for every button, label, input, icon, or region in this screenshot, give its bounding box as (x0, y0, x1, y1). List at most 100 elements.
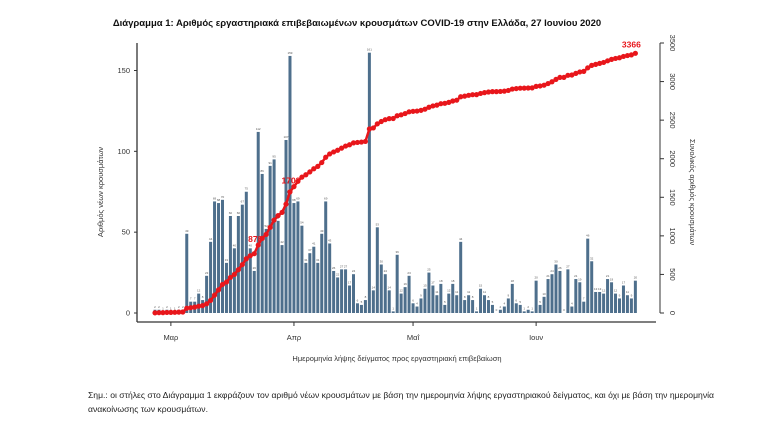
bar (558, 270, 562, 313)
bar (463, 300, 467, 313)
bar-value-label: 69 (213, 196, 217, 200)
bar (483, 295, 487, 313)
bar-value-label: 6 (412, 298, 414, 302)
cumulative-point (493, 89, 500, 95)
axes-group: 0501001500500100015002000250030003500Μαρ… (117, 35, 677, 342)
cumulative-point (243, 256, 249, 262)
bar (399, 293, 403, 313)
bar-value-label: 2 (158, 305, 160, 309)
bar (316, 262, 320, 313)
bar-value-label: 12 (447, 289, 451, 293)
cumulative-point (616, 55, 623, 61)
bar-value-label: 1 (162, 306, 164, 310)
bar-value-label: 68 (217, 198, 221, 202)
bar-value-label: 112 (256, 127, 261, 131)
cumulative-point (207, 297, 214, 304)
bar-value-label: 5 (361, 300, 363, 304)
cumulative-point (577, 69, 583, 75)
cumulative-point (335, 147, 341, 153)
cumulative-point (378, 118, 384, 125)
bar (522, 311, 526, 313)
cumulative-point (485, 89, 492, 95)
bar (502, 306, 506, 313)
bar (459, 241, 463, 313)
cumulative-point (557, 74, 563, 81)
cumulative-point (370, 125, 376, 131)
y-tick-label: 0 (126, 309, 130, 318)
x-tick-label: Ιουν (529, 333, 543, 342)
cumulative-point (267, 224, 273, 230)
bar (594, 291, 598, 313)
y-tick-label: 100 (117, 147, 130, 156)
cumulative-point (593, 61, 599, 67)
bar (407, 275, 411, 313)
cumulative-point (200, 302, 206, 309)
cumulative-point (537, 83, 543, 89)
bar (355, 303, 359, 313)
x-tick-label: Απρ (287, 333, 301, 342)
bar (228, 215, 232, 313)
bar-value-label: 69 (296, 196, 300, 200)
bar-value-label: 7 (194, 297, 196, 301)
bar (546, 279, 550, 313)
bar-value-label: 26 (558, 266, 562, 270)
cumulative-annotation: 1703 (281, 176, 300, 186)
cumulative-point (160, 310, 166, 316)
bar (348, 285, 352, 313)
cumulative-point (152, 310, 158, 316)
cumulative-point (497, 88, 503, 95)
bar (280, 245, 284, 313)
bar-value-label: 9 (631, 293, 633, 297)
cumulative-point (259, 235, 265, 242)
cumulative-point (632, 50, 638, 56)
cumulative-point (477, 90, 484, 97)
bar-value-label: 53 (376, 222, 380, 226)
cumulative-point (581, 68, 587, 74)
bar (367, 52, 371, 314)
bar (213, 201, 217, 313)
bar-value-label: 41 (312, 242, 316, 246)
bar-value-label: 5 (492, 300, 494, 304)
cumulative-point (255, 242, 261, 248)
bar-value-label: 25 (427, 268, 431, 272)
cumulative-point (338, 145, 345, 151)
bar (542, 296, 546, 313)
bar-value-label: 11 (626, 290, 629, 294)
bar (324, 201, 328, 313)
bar-value-label: 21 (546, 274, 550, 278)
bar (479, 288, 483, 313)
bar (526, 309, 530, 313)
bar-value-label: 26 (332, 266, 336, 270)
bar (550, 274, 554, 313)
bar (260, 173, 264, 313)
bar (435, 295, 439, 313)
cumulative-point (505, 87, 511, 94)
bar-value-label: 12 (399, 289, 403, 293)
cumulative-point (303, 172, 309, 178)
cumulative-point (454, 97, 460, 103)
cumulative-point (398, 112, 404, 118)
bar-value-label: 20 (534, 276, 538, 280)
bar-value-label: 7 (190, 297, 192, 301)
bar (340, 269, 344, 313)
cumulative-point (533, 83, 539, 89)
cumulative-point (382, 117, 388, 123)
y2-axis-label: Συνολικός αριθμός κρουσμάτων (688, 139, 697, 245)
cumulative-point (319, 159, 325, 166)
cumulative-point (311, 166, 317, 172)
y2-tick-label: 2000 (668, 150, 677, 167)
bar-value-label: 13 (598, 287, 602, 291)
footnote: Σημ.: οι στήλες στο Διάγραμμα 1 εκφράζου… (88, 390, 714, 414)
cumulative-point (529, 85, 535, 91)
bar-value-label: 107 (284, 135, 289, 139)
bar-value-label: 14 (372, 285, 376, 289)
cumulative-point (620, 53, 627, 60)
cumulative-point (585, 65, 591, 71)
cumulative-point (597, 60, 603, 66)
bar (328, 243, 332, 313)
bar (236, 215, 240, 313)
bar-value-label: 5 (539, 300, 541, 304)
bar-value-label: 60 (229, 211, 233, 215)
bar-value-label: 7 (583, 297, 585, 301)
